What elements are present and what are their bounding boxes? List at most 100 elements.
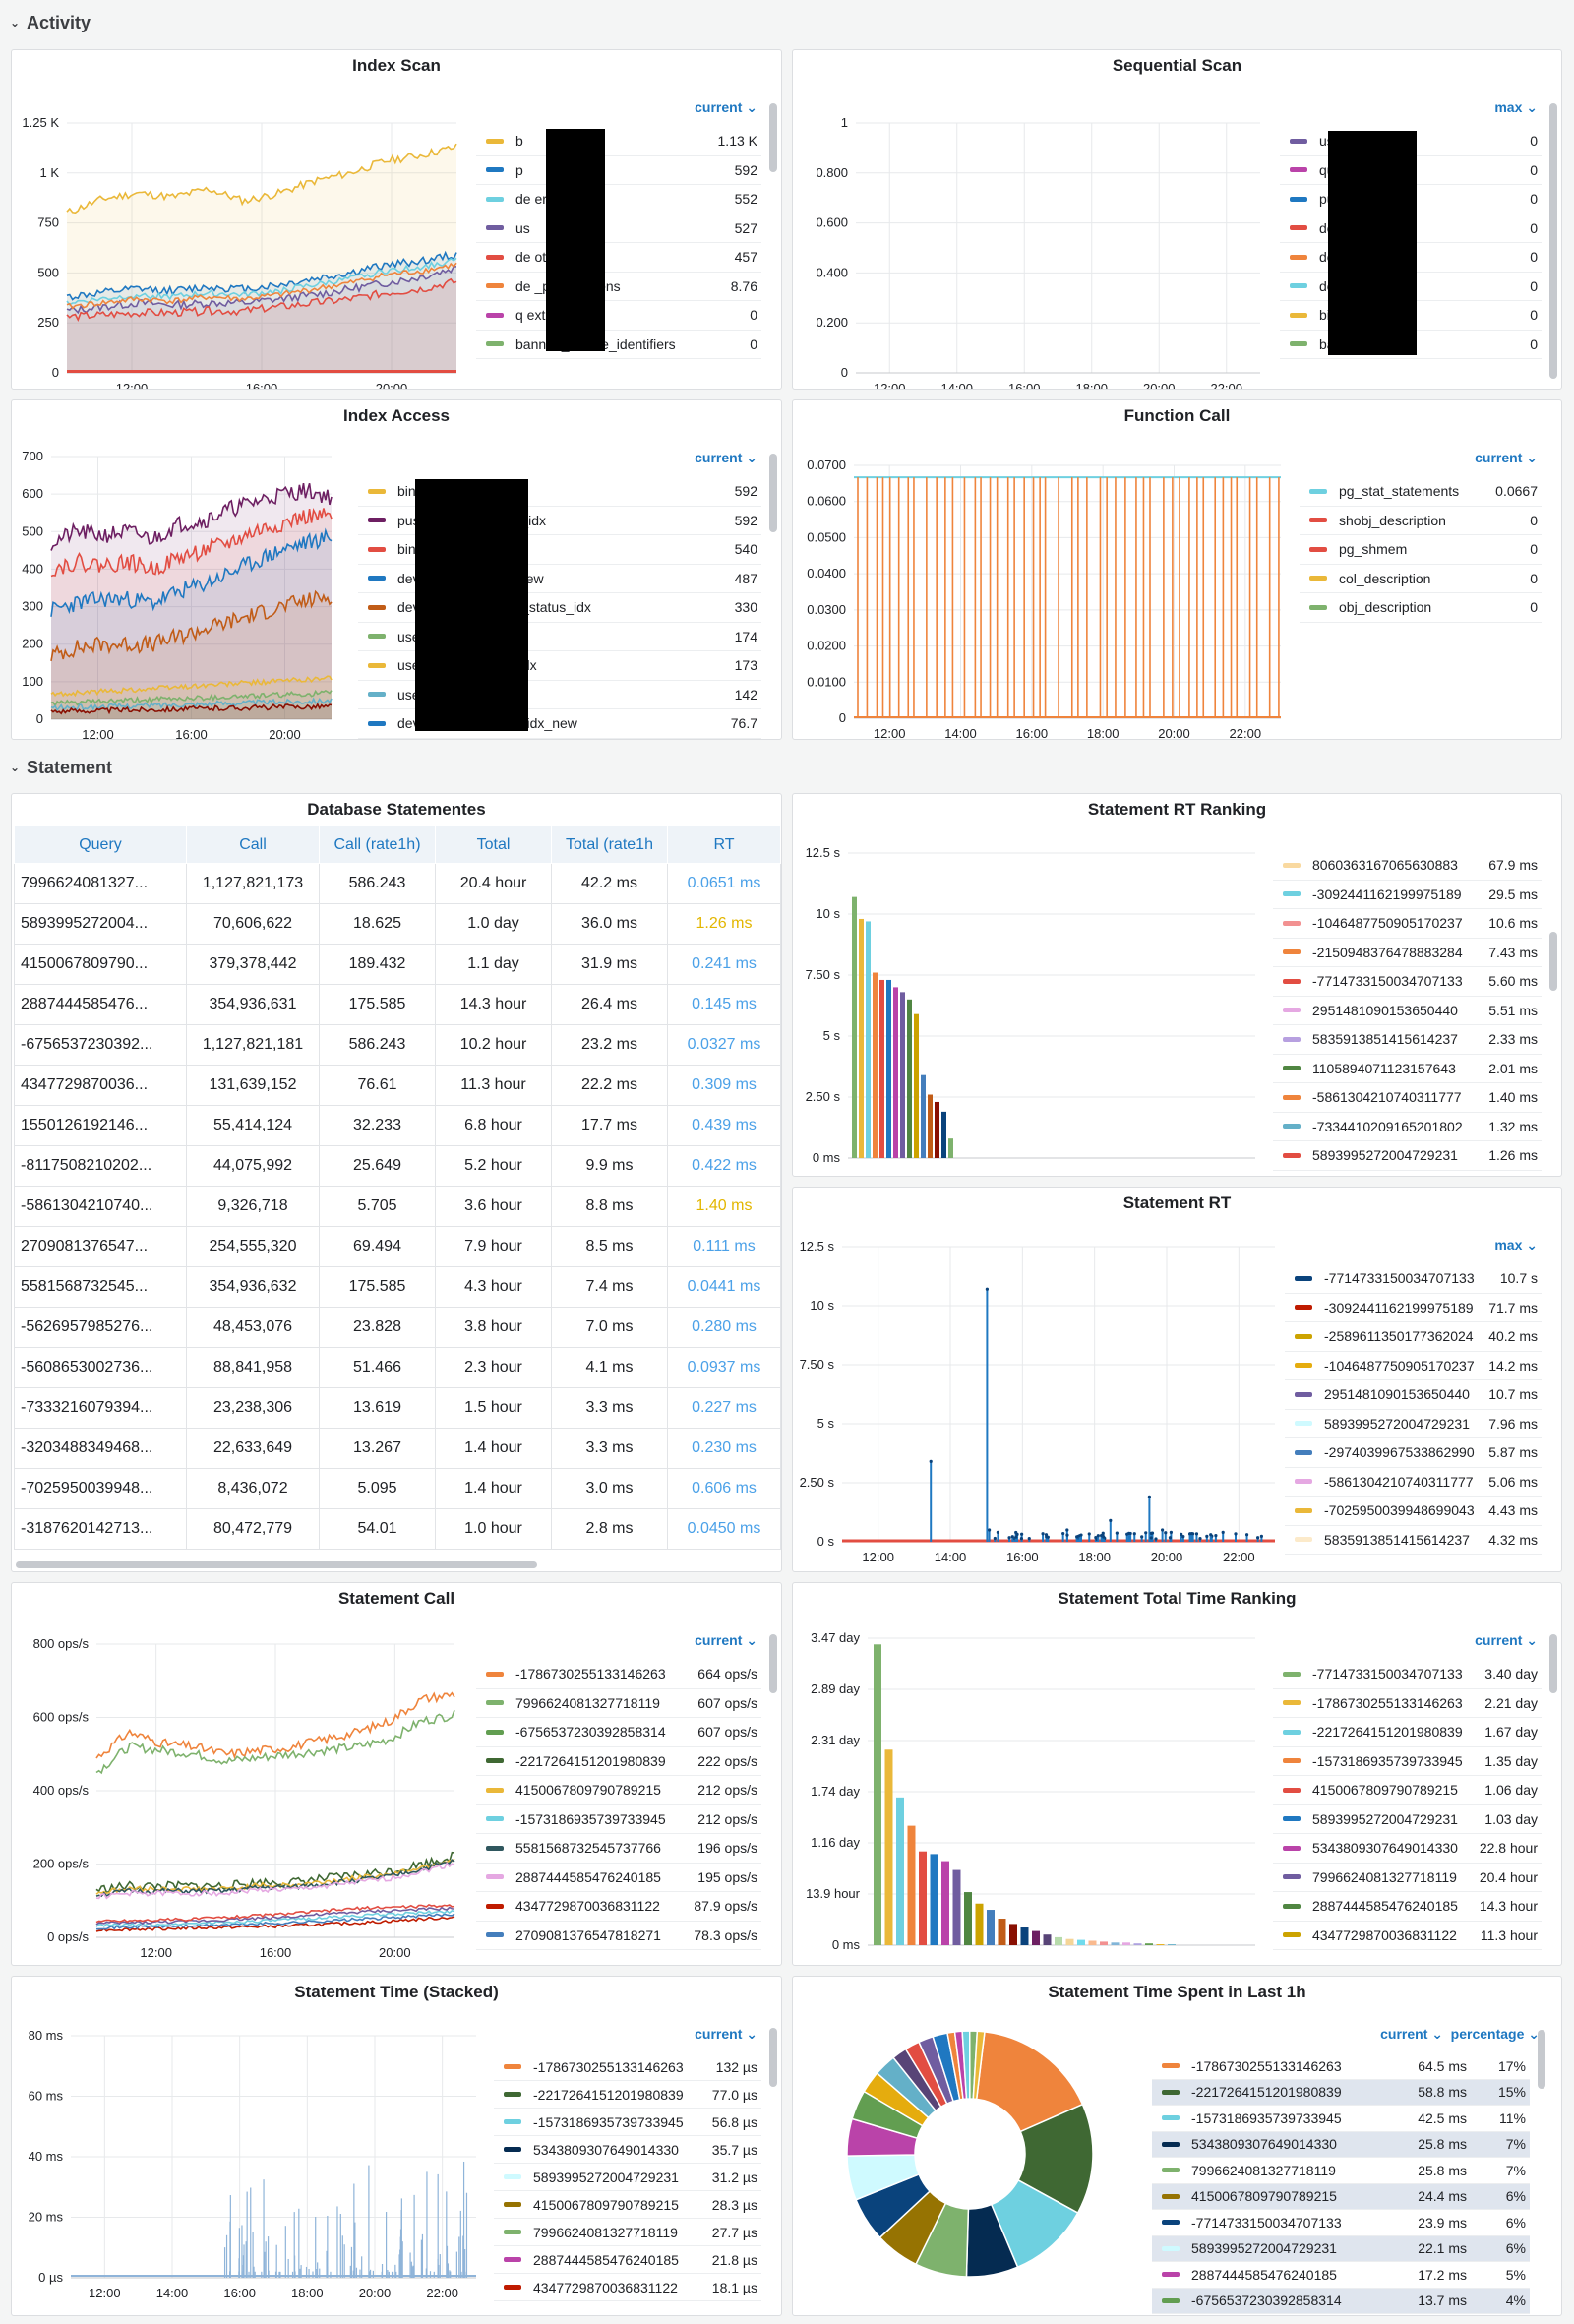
- column-header[interactable]: Call (rate1h): [319, 826, 436, 864]
- legend-item[interactable]: -7714733150034707133 3.40 day: [1273, 1660, 1542, 1689]
- legend-mode-current[interactable]: current ⌄: [1380, 2026, 1443, 2042]
- legend-item[interactable]: 7996624081327718119 25.8 ms 7%: [1152, 2158, 1530, 2184]
- legend-item[interactable]: 7996624081327718119 607 ops/s: [476, 1689, 761, 1718]
- table-row[interactable]: 2887444585476... 354,936,631 175.585 14.3 h…: [14, 984, 781, 1025]
- legend-item[interactable]: -6756537230392858314 607 ops/s: [476, 1718, 761, 1747]
- legend-item[interactable]: 4347729870036831122 87.9 ops/s: [476, 1892, 761, 1922]
- legend-item[interactable]: -1786730255133146263 664 ops/s: [476, 1660, 761, 1689]
- legend-item[interactable]: 5343809307649014330 35.7 µs: [494, 2136, 761, 2164]
- table-row[interactable]: -5861304210740... 9,326,718 5.705 3.6 hour 8…: [14, 1186, 781, 1227]
- legend-mode-current[interactable]: current ⌄: [695, 99, 757, 115]
- row-header-activity[interactable]: ⌄ Activity: [10, 11, 91, 34]
- column-header[interactable]: RT: [667, 826, 781, 864]
- legend-item[interactable]: 5893995272004729231 31.2 µs: [494, 2164, 761, 2191]
- legend-item[interactable]: -6756537230392858314 13.7 ms 4%: [1152, 2288, 1530, 2314]
- legend-item[interactable]: -7714733150034707133 23.9 ms 6%: [1152, 2210, 1530, 2236]
- table-row[interactable]: -6756537230392... 1,127,821,181 586.243 10.…: [14, 1024, 781, 1066]
- legend-scrollbar[interactable]: [1549, 1634, 1557, 1693]
- panel-title[interactable]: Sequential Scan: [1112, 56, 1242, 75]
- legend-item[interactable]: -1046487750905170237 10.6 ms: [1273, 909, 1542, 939]
- legend-item[interactable]: -1786730255133146263 2.21 day: [1273, 1689, 1542, 1718]
- legend-item[interactable]: 7996624081327718119 27.7 µs: [494, 2219, 761, 2246]
- legend-scrollbar[interactable]: [1549, 103, 1557, 379]
- panel-title[interactable]: Statement RT: [1122, 1193, 1232, 1212]
- legend-mode-current[interactable]: current ⌄: [1475, 450, 1538, 465]
- horizontal-scrollbar[interactable]: [16, 1561, 537, 1568]
- legend-item[interactable]: p 592: [476, 156, 761, 185]
- legend-item[interactable]: -1573186935739733945 212 ops/s: [476, 1805, 761, 1834]
- legend-item[interactable]: de otifications457: [476, 243, 761, 273]
- legend-mode-max[interactable]: max ⌄: [1494, 1237, 1538, 1253]
- legend-item[interactable]: 7996624081327718119 20.4 hour: [1273, 1864, 1542, 1892]
- legend-item[interactable]: banned_device_identifiers0: [476, 331, 761, 359]
- legend-item[interactable]: 5893995272004729231 1.26 ms: [1273, 1141, 1542, 1171]
- legend-item[interactable]: 5893995272004729231 22.1 ms 6%: [1152, 2235, 1530, 2262]
- table-row[interactable]: 5893995272004... 70,606,622 18.625 1.0 day 3…: [14, 903, 781, 945]
- panel-title[interactable]: Index Access: [342, 406, 451, 425]
- legend-item[interactable]: -1046487750905170237 14.2 ms: [1285, 1352, 1542, 1380]
- table-row[interactable]: 1550126192146... 55,414,124 32.233 6.8 hour…: [14, 1105, 781, 1146]
- legend-item[interactable]: 2951481090153650440 10.7 ms: [1285, 1380, 1542, 1410]
- legend-item[interactable]: 4150067809790789215 212 ops/s: [476, 1776, 761, 1805]
- panel-title[interactable]: Database Statementes: [307, 800, 486, 819]
- legend-item[interactable]: 2887444585476240185 21.8 µs: [494, 2246, 761, 2274]
- legend-item[interactable]: 4150067809790789215 1.06 day: [1273, 1776, 1542, 1805]
- legend-item[interactable]: -7025950039948699043 4.43 ms: [1285, 1497, 1542, 1526]
- legend-item[interactable]: q extensions0: [476, 301, 761, 331]
- legend-item[interactable]: -1786730255133146263 132 µs: [494, 2053, 761, 2081]
- legend-item[interactable]: -3092441162199975189 71.7 ms: [1285, 1294, 1542, 1322]
- legend-item[interactable]: 1105894071123157643 2.01 ms: [1273, 1055, 1542, 1083]
- panel-title[interactable]: Statement Time Spent in Last 1h: [1048, 1983, 1306, 2001]
- legend-item[interactable]: 2887444585476240185 195 ops/s: [476, 1864, 761, 1892]
- panel-title[interactable]: Statement Total Time Ranking: [1058, 1589, 1297, 1608]
- legend-item[interactable]: 5343809307649014330 22.8 hour: [1273, 1834, 1542, 1864]
- legend-scrollbar[interactable]: [769, 454, 777, 532]
- legend-scrollbar[interactable]: [1549, 932, 1557, 991]
- table-row[interactable]: 4150067809790... 379,378,442 189.432 1.1 da…: [14, 944, 781, 985]
- legend-item[interactable]: pg_shmem 0: [1300, 535, 1542, 565]
- legend-scrollbar[interactable]: [769, 2028, 777, 2087]
- panel-title[interactable]: Statement Call: [337, 1589, 455, 1608]
- table-row[interactable]: -3203488349468... 22,633,649 13.267 1.4 hou…: [14, 1428, 781, 1469]
- legend-item[interactable]: -7714733150034707133 5.60 ms: [1273, 967, 1542, 997]
- column-header[interactable]: Total (rate1h: [551, 826, 668, 864]
- legend-item[interactable]: -2589611350177362024 40.2 ms: [1285, 1322, 1542, 1352]
- table-row[interactable]: -7333216079394... 23,238,306 13.619 1.5 hou…: [14, 1387, 781, 1429]
- legend-mode-current[interactable]: current ⌄: [1475, 1632, 1538, 1648]
- row-header-statement[interactable]: ⌄ Statement: [10, 756, 112, 779]
- legend-item[interactable]: 8060363167065630883 67.9 ms: [1273, 851, 1542, 881]
- legend-mode-max[interactable]: max ⌄: [1494, 99, 1538, 115]
- legend-mode-current[interactable]: current ⌄: [695, 1632, 757, 1648]
- column-header[interactable]: Call: [186, 826, 320, 864]
- panel-title[interactable]: Index Scan: [352, 56, 441, 75]
- legend-item[interactable]: shobj_description 0: [1300, 507, 1542, 535]
- legend-item[interactable]: de _push_tokens8.76: [476, 273, 761, 301]
- legend-item[interactable]: obj_description 0: [1300, 593, 1542, 623]
- legend-item[interactable]: -7334410209165201802 1.32 ms: [1273, 1113, 1542, 1141]
- legend-mode-current[interactable]: current ⌄: [695, 450, 757, 465]
- legend-scrollbar[interactable]: [769, 103, 777, 172]
- table-row[interactable]: 7996624081327... 1,127,821,173 586.243 20.4…: [14, 863, 781, 904]
- legend-item[interactable]: -2217264151201980839 1.67 day: [1273, 1718, 1542, 1747]
- table-row[interactable]: 2709081376547... 254,555,320 69.494 7.9 hou…: [14, 1226, 781, 1267]
- legend-item[interactable]: 2709081376547818271 78.3 ops/s: [476, 1922, 761, 1950]
- column-header[interactable]: Query: [14, 826, 187, 864]
- legend-item[interactable]: -5861304210740311777 5.06 ms: [1285, 1468, 1542, 1497]
- legend-item[interactable]: -3092441162199975189 29.5 ms: [1273, 881, 1542, 909]
- legend-item[interactable]: -1573186935739733945 1.35 day: [1273, 1747, 1542, 1776]
- legend-item[interactable]: -5861304210740311777 1.40 ms: [1273, 1083, 1542, 1113]
- legend-item[interactable]: 5835913851415614237 2.33 ms: [1273, 1025, 1542, 1055]
- table-row[interactable]: -5626957985276... 48,453,076 23.828 3.8 hou…: [14, 1307, 781, 1348]
- panel-title[interactable]: Function Call: [1123, 406, 1231, 425]
- table-row[interactable]: -7025950039948... 8,436,072 5.095 1.4 hour 3…: [14, 1468, 781, 1509]
- legend-scrollbar[interactable]: [769, 1634, 777, 1693]
- table-row[interactable]: 5581568732545... 354,936,632 175.585 4.3 ho…: [14, 1266, 781, 1308]
- table-row[interactable]: -8117508210202... 44,075,992 25.649 5.2 hou…: [14, 1145, 781, 1187]
- legend-item[interactable]: de ers_new552: [476, 185, 761, 214]
- legend-item[interactable]: 2887444585476240185 14.3 hour: [1273, 1892, 1542, 1922]
- legend-item[interactable]: col_description 0: [1300, 565, 1542, 593]
- legend-item[interactable]: 4347729870036831122 11.3 hour: [1273, 1922, 1542, 1950]
- legend-item[interactable]: -2974039967533862990 5.87 ms: [1285, 1438, 1542, 1468]
- column-header[interactable]: Total: [435, 826, 552, 864]
- legend-item[interactable]: pg_stat_statements 0.0667: [1300, 477, 1542, 507]
